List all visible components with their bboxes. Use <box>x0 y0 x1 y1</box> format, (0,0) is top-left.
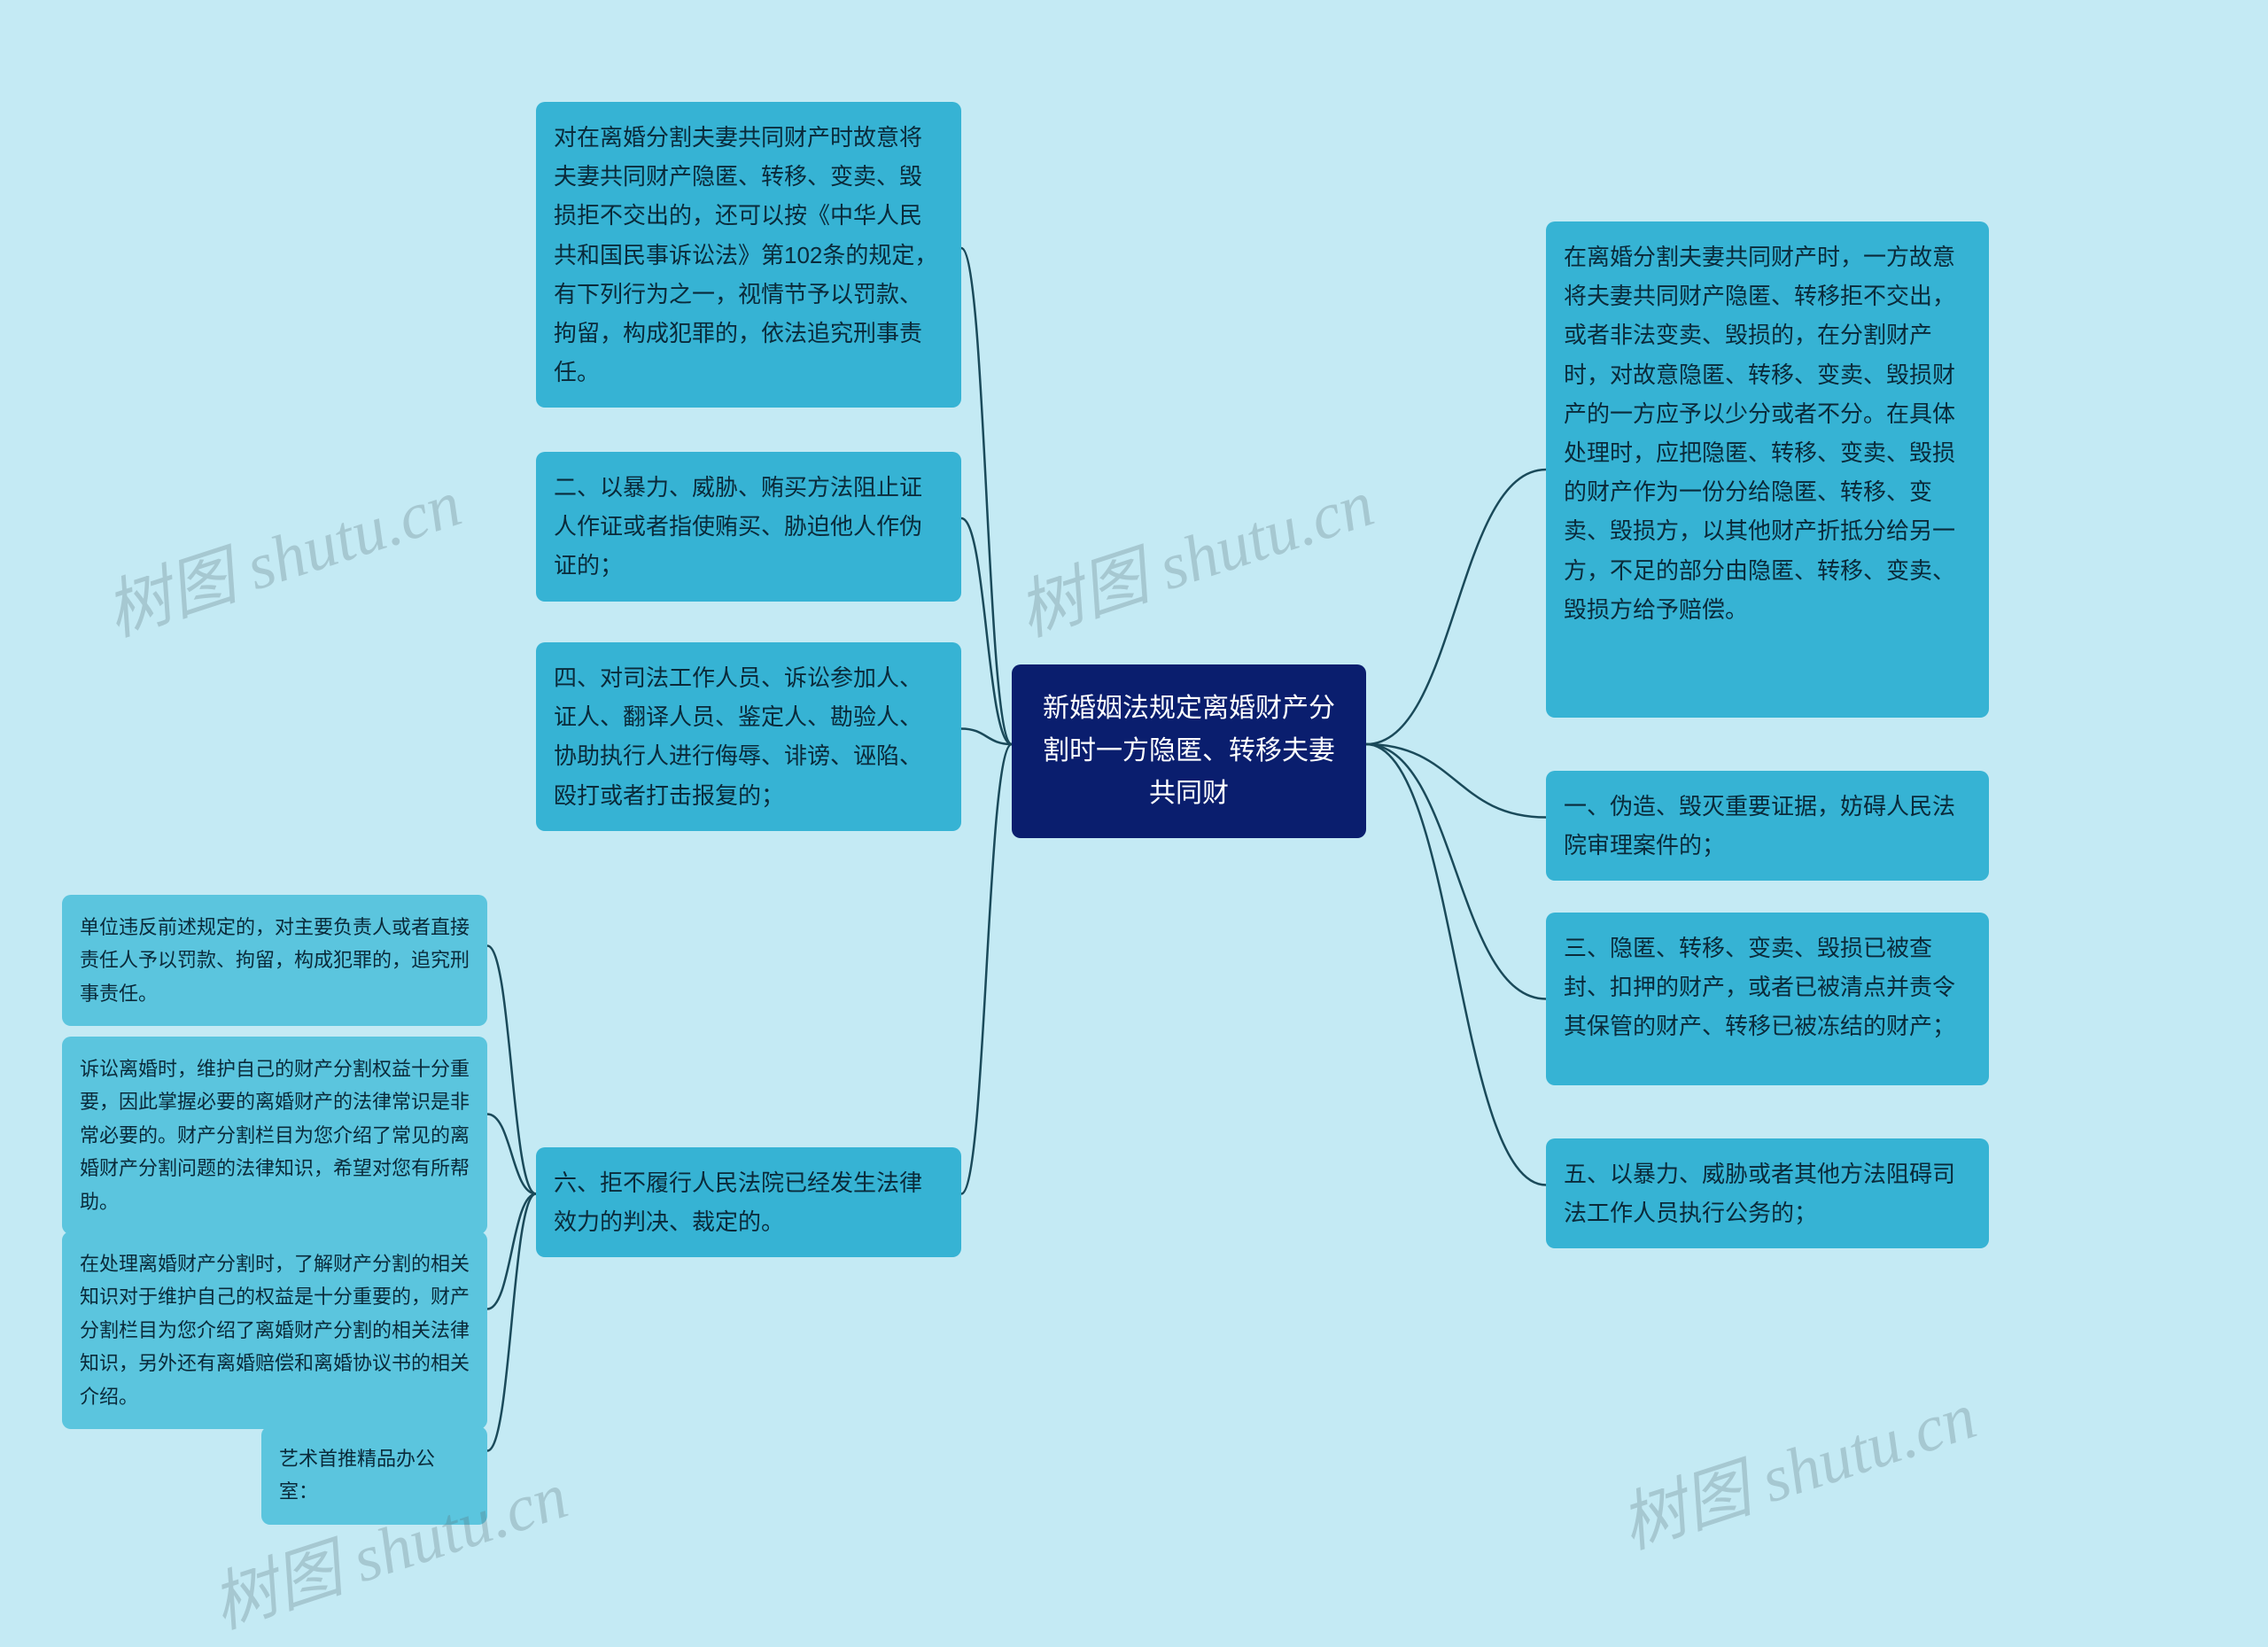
branch-right-1[interactable]: 在离婚分割夫妻共同财产时，一方故意将夫妻共同财产隐匿、转移拒不交出，或者非法变卖… <box>1546 221 1989 718</box>
branch-left-1[interactable]: 对在离婚分割夫妻共同财产时故意将夫妻共同财产隐匿、转移、变卖、毁损拒不交出的，还… <box>536 102 961 408</box>
connector <box>487 1194 536 1451</box>
connector <box>487 1194 536 1309</box>
branch-left-4-child-1[interactable]: 单位违反前述规定的，对主要负责人或者直接责任人予以罚款、拘留，构成犯罪的，追究刑… <box>62 895 487 1026</box>
branch-right-2[interactable]: 一、伪造、毁灭重要证据，妨碍人民法院审理案件的； <box>1546 771 1989 881</box>
root-node[interactable]: 新婚姻法规定离婚财产分割时一方隐匿、转移夫妻共同财 <box>1012 664 1366 838</box>
watermark: 树图 shutu.cn <box>1005 450 1384 654</box>
connector <box>1366 744 1546 999</box>
branch-right-4[interactable]: 五、以暴力、威胁或者其他方法阻碍司法工作人员执行公务的； <box>1546 1138 1989 1248</box>
connector <box>961 729 1012 745</box>
branch-left-3[interactable]: 四、对司法工作人员、诉讼参加人、证人、翻译人员、鉴定人、勘验人、协助执行人进行侮… <box>536 642 961 831</box>
connector <box>487 946 536 1194</box>
branch-left-4-child-3[interactable]: 在处理离婚财产分割时，了解财产分割的相关知识对于维护自己的权益是十分重要的，财产… <box>62 1231 487 1429</box>
connector <box>961 518 1012 744</box>
watermark: 树图 shutu.cn <box>92 450 471 654</box>
watermark: 树图 shutu.cn <box>1607 1363 1986 1566</box>
branch-left-4[interactable]: 六、拒不履行人民法院已经发生法律效力的判决、裁定的。 <box>536 1147 961 1257</box>
branch-left-4-child-2[interactable]: 诉讼离婚时，维护自己的财产分割权益十分重要，因此掌握必要的离婚财产的法律常识是非… <box>62 1037 487 1234</box>
connector <box>1366 744 1546 1185</box>
branch-left-2[interactable]: 二、以暴力、威胁、贿买方法阻止证人作证或者指使贿买、胁迫他人作伪证的； <box>536 452 961 602</box>
branch-left-4-child-4[interactable]: 艺术首推精品办公室： <box>261 1426 487 1525</box>
connector <box>1366 744 1546 818</box>
connector <box>961 744 1012 1194</box>
connector <box>487 1115 536 1194</box>
branch-right-3[interactable]: 三、隐匿、转移、变卖、毁损已被查封、扣押的财产，或者已被清点并责令其保管的财产、… <box>1546 913 1989 1085</box>
connector <box>1366 470 1546 744</box>
connector <box>961 248 1012 744</box>
